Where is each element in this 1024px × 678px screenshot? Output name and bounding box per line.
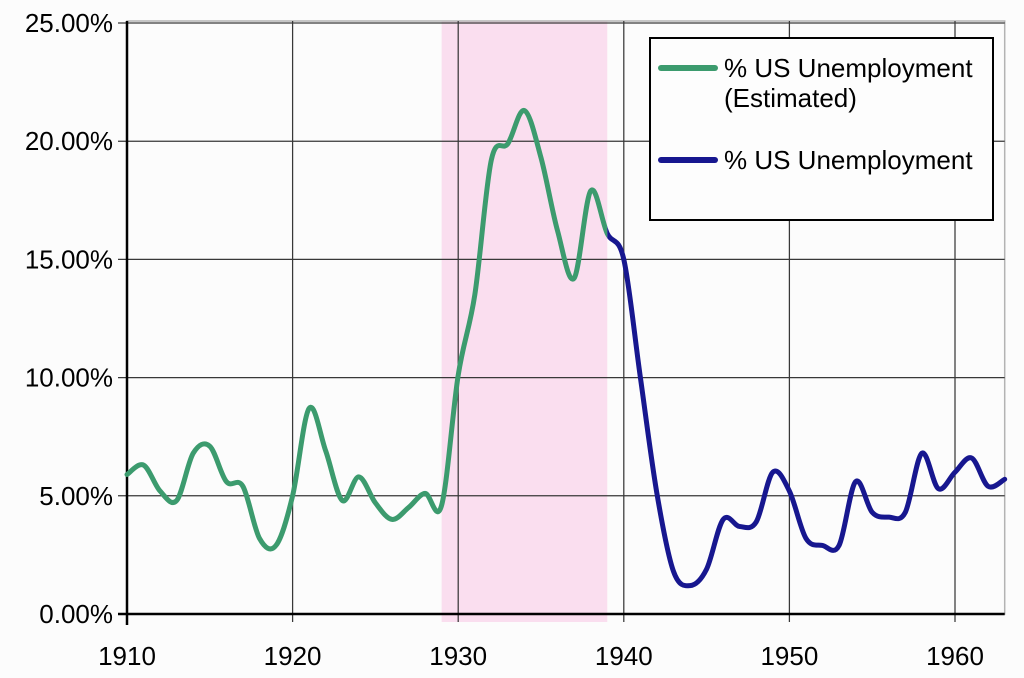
x-tick-label: 1930 [429,641,487,671]
x-tick-label: 1940 [595,641,653,671]
y-tick-label: 5.00% [39,481,113,511]
x-tick-label: 1920 [264,641,322,671]
actual-series-line [607,226,1008,589]
estimated-series-swatch [658,65,718,71]
y-tick-label: 10.00% [25,363,113,393]
legend-item-actual: % US Unemployment [658,145,992,175]
legend-label-actual: % US Unemployment [724,145,973,175]
estimated-series-line [124,108,608,552]
y-tick-label: 0.00% [39,599,113,629]
chart-legend: % US Unemployment (Estimated) % US Unemp… [649,37,994,221]
actual-series-swatch [658,157,718,163]
y-tick-label: 25.00% [25,8,113,38]
y-tick-label: 15.00% [25,244,113,274]
x-tick-label: 1910 [98,641,156,671]
legend-item-estimated: % US Unemployment (Estimated) [658,53,992,113]
legend-label-estimated: % US Unemployment (Estimated) [724,53,973,113]
x-tick-label: 1960 [926,641,984,671]
x-tick-label: 1950 [760,641,818,671]
y-tick-label: 20.00% [25,126,113,156]
